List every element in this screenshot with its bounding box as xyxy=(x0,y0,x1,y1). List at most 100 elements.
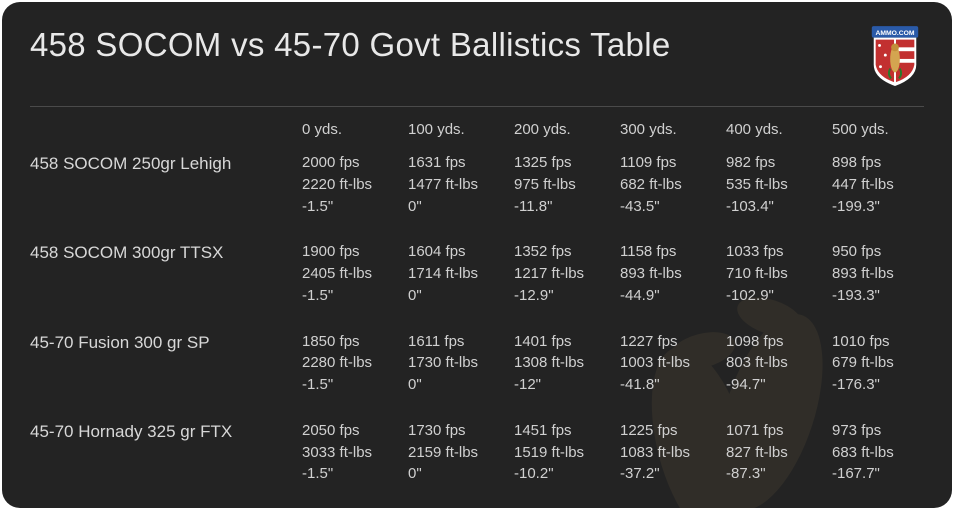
drop-value: -102.9" xyxy=(726,285,832,307)
drop-value: -11.8" xyxy=(514,196,620,218)
data-cell: 1225 fps1083 ft-lbs-37.2" xyxy=(620,420,726,485)
velocity-value: 1225 fps xyxy=(620,420,726,442)
energy-value: 3033 ft-lbs xyxy=(302,442,408,464)
ballistics-table: 0 yds. 100 yds. 200 yds. 300 yds. 400 yd… xyxy=(30,121,924,485)
row-label: 45-70 Hornady 325 gr FTX xyxy=(30,420,302,442)
data-cell: 1451 fps1519 ft-lbs-10.2" xyxy=(514,420,620,485)
velocity-value: 1730 fps xyxy=(408,420,514,442)
data-cell: 1631 fps1477 ft-lbs0" xyxy=(408,152,514,217)
energy-value: 683 ft-lbs xyxy=(832,442,938,464)
energy-value: 827 ft-lbs xyxy=(726,442,832,464)
drop-value: -12.9" xyxy=(514,285,620,307)
velocity-value: 1401 fps xyxy=(514,331,620,353)
data-cell: 1611 fps1730 ft-lbs0" xyxy=(408,331,514,396)
data-cell: 1900 fps2405 ft-lbs-1.5" xyxy=(302,241,408,306)
velocity-value: 1611 fps xyxy=(408,331,514,353)
energy-value: 2159 ft-lbs xyxy=(408,442,514,464)
energy-value: 2405 ft-lbs xyxy=(302,263,408,285)
velocity-value: 898 fps xyxy=(832,152,938,174)
drop-value: -43.5" xyxy=(620,196,726,218)
velocity-value: 1900 fps xyxy=(302,241,408,263)
velocity-value: 1033 fps xyxy=(726,241,832,263)
row-label: 45-70 Fusion 300 gr SP xyxy=(30,331,302,353)
table-header-row: 0 yds. 100 yds. 200 yds. 300 yds. 400 yd… xyxy=(30,121,924,138)
table-row: 45-70 Hornady 325 gr FTX2050 fps3033 ft-… xyxy=(30,420,924,485)
energy-value: 679 ft-lbs xyxy=(832,352,938,374)
drop-value: -103.4" xyxy=(726,196,832,218)
col-header: 200 yds. xyxy=(514,121,620,138)
velocity-value: 1071 fps xyxy=(726,420,832,442)
drop-value: 0" xyxy=(408,285,514,307)
table-row: 45-70 Fusion 300 gr SP1850 fps2280 ft-lb… xyxy=(30,331,924,396)
energy-value: 1003 ft-lbs xyxy=(620,352,726,374)
energy-value: 2280 ft-lbs xyxy=(302,352,408,374)
energy-value: 893 ft-lbs xyxy=(620,263,726,285)
velocity-value: 2050 fps xyxy=(302,420,408,442)
header-spacer xyxy=(30,121,302,138)
data-cell: 1098 fps803 ft-lbs-94.7" xyxy=(726,331,832,396)
data-cell: 1033 fps710 ft-lbs-102.9" xyxy=(726,241,832,306)
data-cell: 898 fps447 ft-lbs-199.3" xyxy=(832,152,938,217)
velocity-value: 973 fps xyxy=(832,420,938,442)
drop-value: -1.5" xyxy=(302,285,408,307)
drop-value: 0" xyxy=(408,196,514,218)
data-cell: 1401 fps1308 ft-lbs-12" xyxy=(514,331,620,396)
table-row: 458 SOCOM 300gr TTSX1900 fps2405 ft-lbs-… xyxy=(30,241,924,306)
data-cell: 1604 fps1714 ft-lbs0" xyxy=(408,241,514,306)
col-header: 300 yds. xyxy=(620,121,726,138)
drop-value: -1.5" xyxy=(302,374,408,396)
data-cell: 950 fps893 ft-lbs-193.3" xyxy=(832,241,938,306)
data-cell: 1352 fps1217 ft-lbs-12.9" xyxy=(514,241,620,306)
energy-value: 2220 ft-lbs xyxy=(302,174,408,196)
drop-value: -87.3" xyxy=(726,463,832,485)
drop-value: -94.7" xyxy=(726,374,832,396)
drop-value: -1.5" xyxy=(302,196,408,218)
energy-value: 1217 ft-lbs xyxy=(514,263,620,285)
data-cell: 2050 fps3033 ft-lbs-1.5" xyxy=(302,420,408,485)
velocity-value: 1098 fps xyxy=(726,331,832,353)
drop-value: 0" xyxy=(408,463,514,485)
page-title: 458 SOCOM vs 45-70 Govt Ballistics Table xyxy=(30,26,670,64)
velocity-value: 1325 fps xyxy=(514,152,620,174)
energy-value: 975 ft-lbs xyxy=(514,174,620,196)
drop-value: -12" xyxy=(514,374,620,396)
data-cell: 982 fps535 ft-lbs-103.4" xyxy=(726,152,832,217)
drop-value: -1.5" xyxy=(302,463,408,485)
drop-value: -41.8" xyxy=(620,374,726,396)
table-body: 458 SOCOM 250gr Lehigh2000 fps2220 ft-lb… xyxy=(30,152,924,485)
drop-value: -10.2" xyxy=(514,463,620,485)
drop-value: 0" xyxy=(408,374,514,396)
data-cell: 1010 fps679 ft-lbs-176.3" xyxy=(832,331,938,396)
velocity-value: 2000 fps xyxy=(302,152,408,174)
drop-value: -199.3" xyxy=(832,196,938,218)
data-cell: 1227 fps1003 ft-lbs-41.8" xyxy=(620,331,726,396)
velocity-value: 1158 fps xyxy=(620,241,726,263)
velocity-value: 1352 fps xyxy=(514,241,620,263)
data-cell: 973 fps683 ft-lbs-167.7" xyxy=(832,420,938,485)
velocity-value: 1604 fps xyxy=(408,241,514,263)
data-cell: 1730 fps2159 ft-lbs0" xyxy=(408,420,514,485)
drop-value: -176.3" xyxy=(832,374,938,396)
velocity-value: 1010 fps xyxy=(832,331,938,353)
header: 458 SOCOM vs 45-70 Govt Ballistics Table… xyxy=(30,26,924,107)
velocity-value: 1850 fps xyxy=(302,331,408,353)
energy-value: 447 ft-lbs xyxy=(832,174,938,196)
ballistics-card: 458 SOCOM vs 45-70 Govt Ballistics Table… xyxy=(2,2,952,508)
row-label: 458 SOCOM 250gr Lehigh xyxy=(30,152,302,174)
data-cell: 1158 fps893 ft-lbs-44.9" xyxy=(620,241,726,306)
energy-value: 710 ft-lbs xyxy=(726,263,832,285)
data-cell: 1071 fps827 ft-lbs-87.3" xyxy=(726,420,832,485)
col-header: 500 yds. xyxy=(832,121,938,138)
drop-value: -167.7" xyxy=(832,463,938,485)
ammo-logo: AMMO.COM xyxy=(866,26,924,88)
data-cell: 1325 fps975 ft-lbs-11.8" xyxy=(514,152,620,217)
energy-value: 1083 ft-lbs xyxy=(620,442,726,464)
drop-value: -193.3" xyxy=(832,285,938,307)
velocity-value: 1109 fps xyxy=(620,152,726,174)
col-header: 0 yds. xyxy=(302,121,408,138)
logo-text: AMMO.COM xyxy=(876,30,915,37)
velocity-value: 950 fps xyxy=(832,241,938,263)
energy-value: 893 ft-lbs xyxy=(832,263,938,285)
col-header: 100 yds. xyxy=(408,121,514,138)
row-label: 458 SOCOM 300gr TTSX xyxy=(30,241,302,263)
